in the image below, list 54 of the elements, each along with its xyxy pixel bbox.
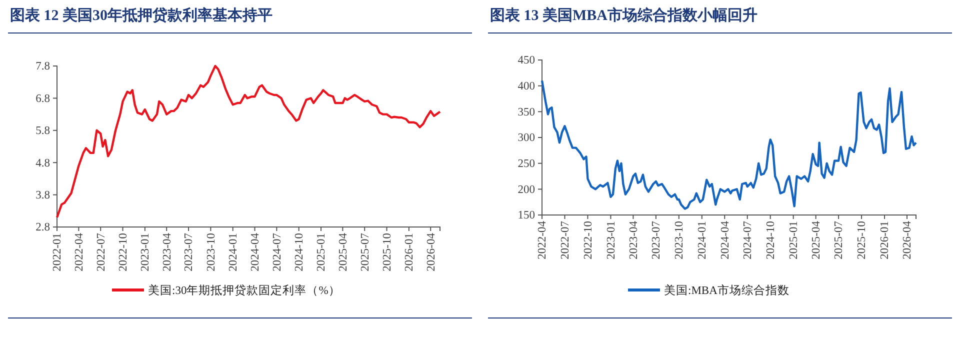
x-tick-label: 2023-10 — [674, 220, 686, 260]
x-tick-label: 2023-04 — [161, 232, 174, 272]
y-tick-label: 350 — [518, 106, 536, 118]
x-tick-label: 2025-01 — [788, 220, 800, 260]
x-tick-label: 2024-10 — [294, 232, 306, 272]
x-tick-label: 2024-07 — [742, 220, 754, 260]
line-series — [540, 80, 918, 210]
x-tick-label: 2025-07 — [833, 220, 846, 260]
x-tick-label: 2025-10 — [381, 232, 394, 272]
y-tick-label: 2.8 — [36, 222, 50, 234]
y-tick-label: 400 — [518, 80, 536, 93]
x-tick-label: 2022-10 — [117, 232, 130, 272]
x-tick-label: 2023-01 — [605, 220, 618, 260]
chart-title: 图表 12 美国30年抵押贷款利率基本持平 — [10, 6, 272, 24]
x-tick-label: 2025-07 — [359, 232, 372, 272]
x-tick-label: 2026-04 — [425, 232, 438, 272]
x-tick-label: 2024-10 — [765, 220, 778, 260]
x-tick-label: 2024-07 — [271, 232, 284, 272]
line-series — [56, 64, 442, 218]
x-tick-label: 2026-04 — [902, 220, 914, 260]
x-tick-label: 2024-04 — [249, 232, 262, 272]
y-tick-label: 7.8 — [36, 60, 50, 73]
x-tick-label: 2025-10 — [856, 220, 868, 260]
x-tick-label: 2022-07 — [95, 232, 108, 272]
x-tick-label: 2023-07 — [183, 232, 196, 272]
x-tick-label: 2023-07 — [650, 220, 663, 260]
x-tick-label: 2022-07 — [559, 220, 572, 260]
x-tick-label: 2025-01 — [316, 232, 328, 272]
x-tick-label: 2023-04 — [628, 220, 640, 260]
y-tick-label: 250 — [518, 158, 536, 170]
chart-title: 图表 13 美国MBA市场综合指数小幅回升 — [490, 6, 758, 24]
y-tick-label: 300 — [518, 132, 536, 144]
y-tick-label: 150 — [518, 210, 536, 222]
x-tick-label: 2025-04 — [810, 220, 822, 260]
x-tick-label: 2024-04 — [719, 220, 732, 260]
y-tick-label: 3.8 — [36, 189, 50, 202]
x-tick-label: 2026-01 — [404, 232, 416, 272]
x-tick-label: 2022-04 — [73, 232, 86, 272]
y-tick-label: 4.8 — [36, 157, 50, 170]
x-tick-label: 2023-01 — [140, 232, 152, 272]
y-tick-label: 5.8 — [36, 125, 50, 138]
y-tick-label: 6.8 — [36, 92, 50, 105]
x-tick-label: 2023-10 — [205, 232, 218, 272]
legend-label: 美国:MBA市场综合指数 — [664, 283, 790, 298]
legend-label: 美国:30年期抵押贷款固定利率（%） — [148, 283, 340, 298]
x-tick-label: 2022-10 — [582, 220, 594, 260]
y-tick-label: 450 — [518, 54, 536, 67]
x-tick-label: 2025-04 — [337, 232, 350, 272]
x-tick-label: 2024-01 — [696, 220, 709, 260]
x-tick-label: 2022-01 — [52, 232, 64, 272]
x-tick-label: 2024-01 — [228, 232, 240, 272]
x-tick-label: 2022-04 — [536, 220, 549, 260]
x-tick-label: 2026-01 — [879, 220, 892, 260]
y-tick-label: 200 — [518, 184, 536, 196]
